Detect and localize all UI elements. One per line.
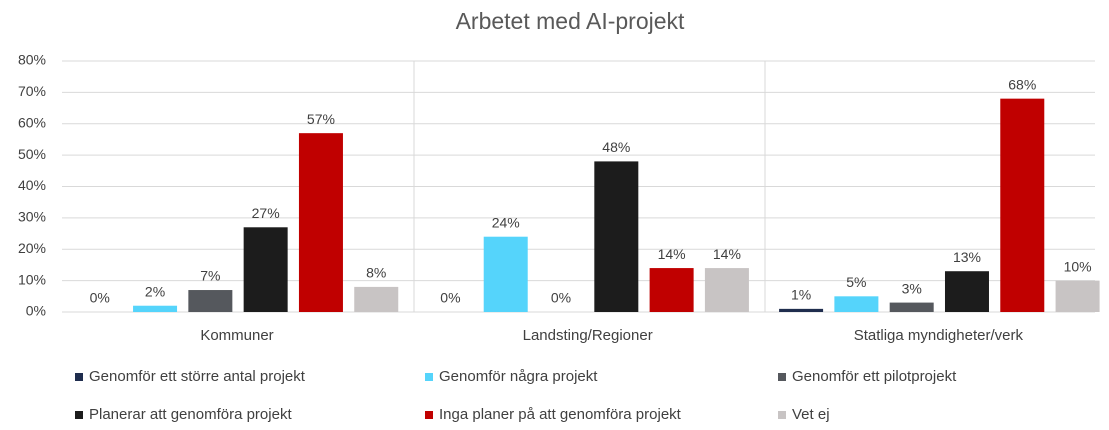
legend-label: Genomför ett större antal projekt: [89, 368, 306, 385]
data-label: 0%: [551, 290, 571, 306]
data-label: 0%: [440, 290, 460, 306]
data-label: 5%: [846, 274, 866, 290]
legend-swatch: [75, 411, 83, 419]
y-tick-label: 30%: [18, 209, 46, 225]
bar: [704, 268, 749, 312]
y-tick-label: 70%: [18, 83, 46, 99]
legend-label: Planerar att genomföra projekt: [89, 406, 292, 423]
legend-label: Genomför ett pilotprojekt: [792, 368, 957, 385]
y-tick-label: 10%: [18, 271, 46, 287]
data-label: 0%: [90, 290, 110, 306]
y-tick-label: 40%: [18, 177, 46, 193]
y-tick-label: 20%: [18, 240, 46, 256]
y-tick-label: 80%: [18, 52, 46, 68]
data-label: 3%: [902, 280, 922, 296]
y-tick-label: 60%: [18, 114, 46, 130]
legend-swatch: [778, 411, 786, 419]
y-tick-label: 50%: [18, 146, 46, 162]
data-label: 8%: [366, 265, 386, 281]
legend-swatch: [778, 373, 786, 381]
bar: [1055, 280, 1100, 312]
bar: [483, 236, 528, 312]
bar: [594, 161, 639, 312]
data-label: 14%: [713, 246, 741, 262]
legend-swatch: [425, 373, 433, 381]
legend-label: Genomför några projekt: [439, 368, 598, 385]
legend-swatch: [425, 411, 433, 419]
bar: [133, 305, 178, 312]
legend-label: Vet ej: [792, 406, 830, 423]
bar: [944, 271, 989, 312]
data-label: 1%: [791, 287, 811, 303]
data-label: 2%: [145, 283, 165, 299]
bar: [649, 268, 694, 312]
bar: [354, 286, 399, 312]
data-label: 7%: [200, 268, 220, 284]
data-label: 48%: [602, 139, 630, 155]
bar: [779, 308, 824, 312]
x-tick-label: Kommuner: [200, 327, 273, 344]
bar: [1000, 98, 1045, 313]
x-tick-label: Landsting/Regioner: [523, 327, 653, 344]
bar: [188, 290, 233, 312]
x-tick-label: Statliga myndigheter/verk: [854, 327, 1024, 344]
bar: [889, 302, 934, 312]
chart-title: Arbetet med AI-projekt: [456, 8, 685, 34]
data-label: 14%: [658, 246, 686, 262]
legend-label: Inga planer på att genomföra projekt: [439, 406, 682, 423]
bar: [298, 133, 343, 312]
bar: [243, 227, 288, 312]
data-label: 57%: [307, 111, 335, 127]
y-tick-label: 0%: [26, 303, 46, 319]
data-label: 13%: [953, 249, 981, 265]
bar: [834, 296, 879, 312]
data-label: 24%: [492, 214, 520, 230]
data-label: 27%: [252, 205, 280, 221]
data-label: 68%: [1008, 76, 1036, 92]
data-label: 10%: [1064, 258, 1092, 274]
legend-swatch: [75, 373, 83, 381]
